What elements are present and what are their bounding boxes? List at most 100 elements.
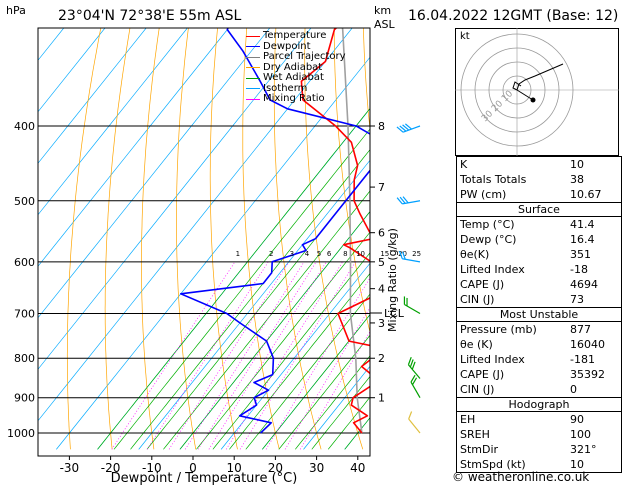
indices-table: K 10 Totals Totals 38 PW (cm) 10.67 xyxy=(456,156,622,203)
stat-label: Pressure (mb) xyxy=(460,323,537,336)
wind-barb-flag xyxy=(409,359,414,368)
hodograph-storm-marker xyxy=(530,97,536,103)
stat-label: CIN (J) xyxy=(460,293,495,306)
stat-row: StmDir 321° xyxy=(457,442,621,457)
legend-label: Isotherm xyxy=(263,82,308,94)
mixing-ratio-label: 4 xyxy=(305,250,310,258)
stat-value: 10 xyxy=(570,158,584,171)
hodograph-table: Hodograph EH 90 SREH 100 StmDir 321° StmSpd (k… xyxy=(456,398,622,473)
x-tick-label: -10 xyxy=(142,461,162,475)
mixing-ratio-axis-title: Mixing Ratio (g/kg) xyxy=(386,228,399,332)
wet-adiabat-line xyxy=(179,210,370,450)
hodograph-kt-label: kt xyxy=(460,31,470,42)
mixing-ratio-line xyxy=(197,261,317,450)
dry-adiabat-line xyxy=(304,28,364,450)
isotherm-line xyxy=(220,262,370,450)
mixing-ratio-label: 6 xyxy=(327,250,332,258)
isotherm-line xyxy=(303,365,370,450)
wet-adiabat-line xyxy=(130,149,370,450)
isotherm-line xyxy=(38,28,353,422)
mixing-ratio-label: 1 xyxy=(236,250,240,258)
km-tick-label: 3 xyxy=(378,317,385,330)
stat-row: Pressure (mb) 877 xyxy=(457,322,621,337)
stat-row: CAPE (J) 4694 xyxy=(457,277,621,292)
pressure-tick-label: 600 xyxy=(14,256,35,269)
stat-value: 35392 xyxy=(570,368,605,381)
wet-adiabat-line xyxy=(245,293,370,450)
stat-row: SREH 100 xyxy=(457,427,621,442)
stat-label: StmSpd (kt) xyxy=(460,458,526,471)
wet-adiabat-line xyxy=(196,231,370,450)
stat-label: EH xyxy=(460,413,476,426)
stat-value: 0 xyxy=(570,383,577,396)
stat-label: θe(K) xyxy=(460,248,490,261)
stat-label: CIN (J) xyxy=(460,383,495,396)
legend-swatch xyxy=(246,46,260,48)
isotherm-line xyxy=(38,28,271,319)
stat-label: SREH xyxy=(460,428,490,441)
stat-row: Dewp (°C) 16.4 xyxy=(457,232,621,247)
isotherm-line xyxy=(56,56,370,450)
mixing-ratio-label: 2 xyxy=(269,250,273,258)
stat-label: Totals Totals xyxy=(460,173,527,186)
wind-barb-flag xyxy=(402,124,410,131)
wind-barb xyxy=(398,250,421,263)
legend-item: Dry Adiabat xyxy=(246,62,346,74)
temperature-line xyxy=(300,28,370,434)
wet-adiabat-line xyxy=(163,190,370,450)
stat-row: CIN (J) 0 xyxy=(457,382,621,397)
wind-barb-flag xyxy=(403,296,406,305)
wind-barb-flag xyxy=(411,377,418,386)
isotherm-line xyxy=(38,28,106,113)
plot-frame xyxy=(37,27,371,457)
wind-barb-staff xyxy=(407,364,421,379)
km-axis: 8 7 6 5 4 3 2 1 xyxy=(370,120,385,405)
mixing-ratio-line xyxy=(299,330,370,450)
wet-adiabat-line xyxy=(327,396,370,450)
stat-label: θe (K) xyxy=(460,338,493,351)
mixing-ratio-line xyxy=(239,261,356,450)
hodograph-table-title: Hodograph xyxy=(508,398,570,411)
wind-barb-flag xyxy=(398,250,403,259)
mixing-ratio-labels: 1 2 3 4 5 6 8 10 15 20 25 xyxy=(236,250,421,258)
wind-barb-flag xyxy=(407,356,412,365)
location-title: 23°04'N 72°38'E 55m ASL xyxy=(58,8,242,24)
isotherm-line xyxy=(38,28,65,61)
wind-barb xyxy=(403,296,421,315)
hodograph-trace-low xyxy=(512,81,522,91)
hpa-axis-label: hPa xyxy=(6,4,26,17)
stat-row: Temp (°C) 41.4 xyxy=(457,217,621,232)
km-tick-label: 4 xyxy=(378,283,385,296)
x-tick-label: 10 xyxy=(227,461,242,475)
stat-row: θe(K) 351 xyxy=(457,247,621,262)
km-tick-label: 6 xyxy=(378,227,385,240)
stat-value: 100 xyxy=(570,428,591,441)
x-tick-label: -20 xyxy=(101,461,121,475)
stat-value: 16.4 xyxy=(570,233,595,246)
stat-value: 73 xyxy=(570,293,584,306)
wind-barb-flag xyxy=(396,197,403,205)
mixing-ratio-label: 10 xyxy=(356,250,365,258)
dry-adiabat-line xyxy=(273,28,322,450)
legend: Temperature Dewpoint Parcel Trajectory Dry … xyxy=(246,30,346,105)
isotherm-line xyxy=(38,28,188,216)
stats-panel: K 10 Totals Totals 38 PW (cm) 10.67 Surface T… xyxy=(456,156,622,473)
stat-row: EH 90 xyxy=(457,412,621,427)
hodograph: kt 10 20 30 xyxy=(455,28,619,156)
legend-swatch xyxy=(246,98,260,100)
legend-item: Isotherm xyxy=(246,82,346,95)
stat-label: Temp (°C) xyxy=(460,218,515,231)
legend-label: Temperature xyxy=(263,30,327,41)
legend-label: Parcel Trajectory xyxy=(263,51,346,62)
wind-barb xyxy=(407,356,421,379)
stat-row: StmSpd (kt) 10 xyxy=(457,457,621,472)
mixing-ratio-line xyxy=(225,261,343,450)
stat-row: PW (cm) 10.67 xyxy=(457,187,621,202)
wind-barb-flag xyxy=(411,361,416,370)
wind-barb-flag xyxy=(399,125,407,132)
legend-swatch xyxy=(246,88,260,90)
stat-value: 90 xyxy=(570,413,584,426)
stat-value: 41.4 xyxy=(570,218,595,231)
isotherm-line xyxy=(38,28,230,267)
